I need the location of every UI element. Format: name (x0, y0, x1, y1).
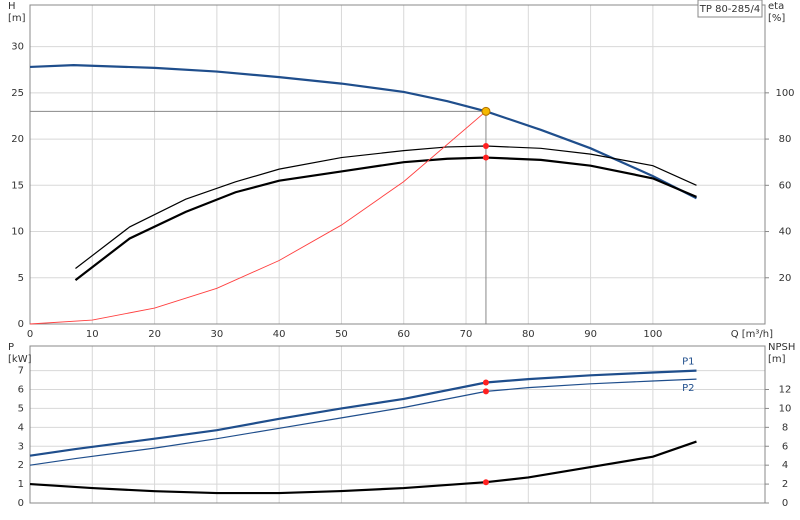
curve (29, 369, 697, 457)
x-tick-label: 70 (460, 329, 473, 340)
curve (29, 110, 487, 325)
y-tick-label: 2 (18, 460, 24, 471)
operating-point (482, 379, 489, 386)
y2-axis-label: [%] (768, 13, 785, 24)
y2-tick-label: 8 (782, 422, 788, 433)
curve-label: P1 (682, 357, 694, 368)
y-tick-label: 10 (11, 227, 24, 238)
x-tick-label: 0 (27, 329, 33, 340)
curve (29, 440, 697, 495)
y2-axis-label: eta (768, 1, 784, 12)
y2-tick-label: 0 (782, 498, 788, 509)
y2-tick-label: 2 (782, 479, 788, 490)
y-tick-label: 0 (18, 498, 24, 509)
y-axis-label: [kW] (8, 354, 32, 365)
y2-tick-label: 6 (782, 441, 788, 452)
y-tick-label: 7 (18, 366, 24, 377)
x-tick-label: 100 (643, 329, 662, 340)
y-tick-label: 5 (18, 403, 24, 414)
y2-tick-label: 10 (779, 403, 792, 414)
curve (75, 145, 697, 269)
y-axis-label: P (8, 342, 14, 353)
y-tick-label: 4 (18, 422, 24, 433)
operating-point (482, 143, 489, 150)
y-tick-label: 20 (11, 134, 24, 145)
plot-frame (29, 345, 766, 504)
operating-point (482, 479, 489, 486)
operating-point (482, 154, 489, 161)
y-axis-label: [m] (8, 13, 26, 24)
y-tick-label: 30 (11, 42, 24, 53)
y2-tick-label: 20 (779, 273, 792, 284)
x-axis-label: Q [m³/h] (731, 329, 773, 340)
x-tick-label: 90 (584, 329, 597, 340)
x-tick-label: 60 (397, 329, 410, 340)
y-tick-label: 3 (18, 441, 24, 452)
x-tick-label: 10 (86, 329, 99, 340)
x-tick-label: 20 (148, 329, 161, 340)
plot-frame (29, 4, 766, 325)
y-tick-label: 15 (11, 180, 24, 191)
y-tick-label: 1 (18, 479, 24, 490)
y-tick-label: 0 (18, 319, 24, 330)
y2-tick-label: 4 (782, 460, 788, 471)
curve (29, 378, 697, 466)
y2-tick-label: 60 (779, 180, 792, 191)
title-box (697, 0, 763, 18)
y2-tick-label: 80 (779, 134, 792, 145)
x-tick-label: 50 (335, 329, 348, 340)
y-tick-label: 25 (11, 88, 24, 99)
y-tick-label: 5 (18, 273, 24, 284)
curve (74, 156, 697, 281)
curve-label: P2 (682, 383, 694, 394)
y-axis-label: H (8, 1, 16, 12)
y2-tick-label: 12 (779, 385, 792, 396)
y2-tick-label: 40 (779, 227, 792, 238)
curve (29, 64, 697, 200)
y-tick-label: 6 (18, 385, 24, 396)
x-tick-label: 30 (210, 329, 223, 340)
x-tick-label: 80 (522, 329, 535, 340)
y2-tick-label: 100 (775, 88, 794, 99)
y2-axis-label: [m] (768, 354, 786, 365)
operating-point (482, 388, 489, 395)
x-tick-label: 40 (273, 329, 286, 340)
chart-title: TP 80-285/4 (699, 4, 760, 15)
y2-axis-label: NPSH (768, 342, 795, 353)
operating-point (481, 106, 491, 116)
